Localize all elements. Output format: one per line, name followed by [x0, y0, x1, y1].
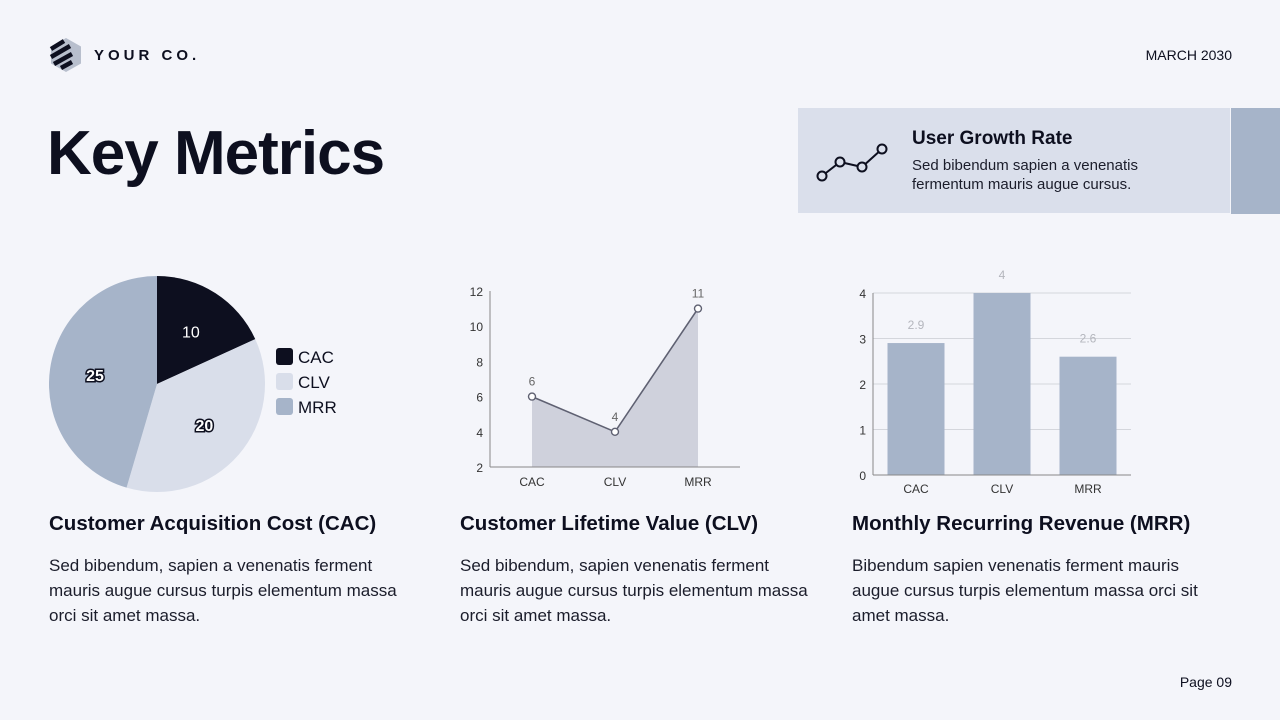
page-title: Key Metrics: [47, 119, 385, 188]
x-tick: CLV: [991, 482, 1013, 496]
x-tick: CLV: [604, 475, 626, 489]
y-tick: 4: [859, 287, 866, 301]
bar-cac: [887, 343, 945, 475]
bar-mrr: [1059, 356, 1117, 475]
logo-icon: [49, 38, 81, 72]
y-tick: 2: [476, 461, 483, 475]
bar-clv: [973, 293, 1031, 475]
x-tick: MRR: [1074, 482, 1102, 496]
data-label: 2.6: [1080, 332, 1097, 346]
mrr-description: Bibendum sapien venenatis ferment mauris…: [852, 556, 1198, 625]
data-label: 11: [692, 287, 705, 301]
y-tick: 8: [476, 355, 483, 369]
legend-label: CAC: [298, 348, 334, 367]
y-tick: 1: [859, 424, 866, 438]
data-point: [527, 392, 537, 401]
data-point: [693, 304, 703, 313]
y-tick: 0: [859, 469, 866, 483]
data-label: 2.9: [908, 318, 925, 332]
growth-card-description: Sed bibendum sapien a venenatis fermentu…: [912, 156, 1138, 193]
data-label: 4: [612, 410, 619, 424]
pie-label: 25: [86, 368, 104, 385]
x-tick: CAC: [903, 482, 929, 496]
pie-slice-cac: [157, 276, 256, 384]
logo-text: YOUR CO.: [94, 46, 201, 64]
data-label: 6: [529, 375, 536, 389]
y-tick: 6: [476, 391, 483, 405]
clv-section: Customer Lifetime Value (CLV) Sed bibend…: [460, 512, 810, 628]
legend-swatch: [276, 348, 293, 365]
clv-title: Customer Lifetime Value (CLV): [460, 512, 759, 535]
clv-description: Sed bibendum, sapien venenatis ferment m…: [460, 556, 808, 625]
legend-label: CLV: [298, 373, 330, 392]
data-label: 4: [999, 268, 1006, 282]
user-growth-card: User Growth Rate Sed bibendum sapien a v…: [798, 108, 1230, 213]
mrr-title: Monthly Recurring Revenue (MRR): [852, 512, 1191, 535]
mrr-bar-chart: 0 1 2 3 4 2.9 CAC 4 CLV 2.6 MRR: [850, 262, 1150, 502]
y-tick: 12: [470, 285, 484, 299]
legend-swatch: [276, 373, 293, 390]
pie-label: 10: [182, 324, 200, 341]
y-tick: 10: [470, 320, 484, 334]
pie-slice-mrr: [48, 276, 157, 488]
legend-label: MRR: [298, 398, 337, 417]
page-number: Page 09: [1179, 674, 1232, 690]
y-tick: 4: [476, 426, 483, 440]
y-tick: 2: [859, 378, 866, 392]
x-tick: MRR: [684, 475, 712, 489]
cac-section: Customer Acquisition Cost (CAC) Sed bibe…: [49, 512, 399, 628]
line-graph-icon: [816, 143, 888, 181]
y-tick: 3: [859, 333, 866, 347]
area-fill: [532, 308, 698, 467]
pie-label: 20: [195, 418, 213, 435]
pie-slice-clv: [126, 339, 266, 492]
report-date: MARCH 2030: [1145, 47, 1232, 63]
cac-description: Sed bibendum, sapien a venenatis ferment…: [49, 556, 397, 625]
growth-card-accent: [1231, 108, 1280, 214]
company-logo: YOUR CO.: [48, 37, 200, 73]
growth-card-title: User Growth Rate: [912, 127, 1073, 149]
cac-pie-chart: 10 20 25 CAC CLV MRR: [40, 268, 350, 500]
mrr-section: Monthly Recurring Revenue (MRR) Bibendum…: [852, 512, 1202, 628]
legend-swatch: [276, 398, 293, 415]
cac-title: Customer Acquisition Cost (CAC): [49, 512, 377, 535]
x-tick: CAC: [519, 475, 545, 489]
clv-area-chart: 2 4 6 8 10 12 6 CAC 4 CLV 11 MRR: [455, 280, 755, 495]
data-point: [610, 427, 620, 437]
